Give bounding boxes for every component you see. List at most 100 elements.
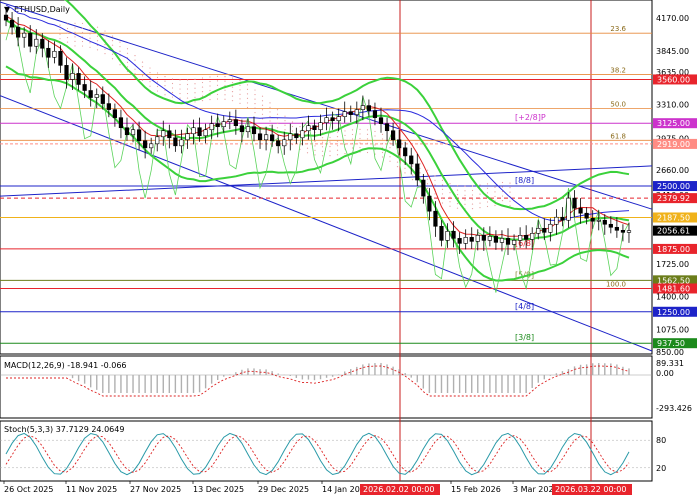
- cloud-dot: [186, 88, 189, 90]
- band-lower: [5, 65, 630, 282]
- level-tag-bg: [653, 306, 697, 317]
- cloud-dot: [329, 136, 331, 139]
- candle-body: [276, 140, 281, 147]
- cloud-dot: [239, 102, 241, 105]
- cloud-dot: [156, 81, 159, 83]
- cloud-dot: [231, 81, 234, 84]
- cloud-dot: [119, 41, 121, 43]
- level-tag-bg: [653, 181, 697, 192]
- cloud-dot: [96, 35, 99, 37]
- cloud-dot: [96, 49, 99, 51]
- cloud-dot: [194, 87, 196, 89]
- cloud-dot: [66, 23, 69, 25]
- cloud-dot: [149, 81, 151, 83]
- cloud-dot: [411, 179, 414, 181]
- candle-body: [548, 223, 553, 233]
- cloud-dot: [59, 29, 61, 31]
- cloud-dot: [134, 68, 136, 70]
- cloud-dot: [111, 35, 114, 37]
- candle-body: [445, 231, 450, 241]
- cloud-dot: [126, 48, 129, 50]
- candle-body: [124, 127, 130, 136]
- candle-body: [227, 119, 232, 122]
- cloud-dot: [351, 147, 354, 149]
- level-tag-bg: [653, 193, 697, 204]
- cloud-dot: [314, 154, 316, 156]
- cloud-dot: [261, 95, 264, 97]
- cloud-dot: [209, 76, 211, 78]
- candle-body: [149, 143, 154, 149]
- cloud-dot: [441, 188, 444, 191]
- candle-body: [391, 130, 396, 141]
- candle-body: [46, 47, 51, 58]
- cloud-dot: [104, 48, 106, 50]
- cloud-dot: [359, 146, 361, 149]
- cloud-dot: [381, 151, 384, 154]
- cloud-dot: [329, 145, 331, 148]
- fibo-label: 38.2: [610, 66, 626, 74]
- cloud-dot: [449, 183, 451, 185]
- candle-body: [342, 111, 347, 117]
- cloud-dot: [441, 197, 444, 200]
- cloud-dot: [171, 82, 174, 85]
- cloud-dot: [321, 141, 324, 143]
- cloud-dot: [246, 84, 249, 86]
- cloud-dot: [239, 84, 241, 86]
- cloud-dot: [126, 66, 129, 68]
- time-label: 3 Mar 2026: [513, 485, 559, 494]
- cloud-dot: [74, 45, 76, 47]
- price-tick: 3310.00: [656, 101, 689, 110]
- candle-body: [578, 207, 583, 214]
- cloud-dot: [509, 191, 511, 193]
- cloud-dot: [201, 95, 204, 97]
- level-tag: 1875.00: [657, 245, 690, 254]
- cloud-dot: [261, 113, 264, 115]
- cloud-dot: [246, 88, 249, 90]
- cloud-dot: [239, 93, 241, 95]
- candle-body: [451, 231, 456, 239]
- macd-bars: 89.3310.00 -293.426: [0, 359, 692, 413]
- cloud-dot: [141, 66, 144, 68]
- candle-body: [524, 235, 529, 240]
- cloud-dot: [389, 147, 391, 149]
- cloud-dot: [374, 144, 376, 146]
- cloud-dot: [486, 201, 489, 203]
- candle-body: [620, 230, 626, 233]
- cloud-dot: [389, 160, 391, 162]
- candle-body: [372, 110, 378, 118]
- cloud-dot: [156, 90, 159, 92]
- murrey-label: [8/8]: [515, 176, 534, 185]
- cloud-dot: [306, 143, 309, 145]
- candle-body: [499, 238, 505, 243]
- cloud-dot: [411, 174, 414, 176]
- time-label: 27 Nov 2025: [130, 485, 181, 494]
- candle-body: [360, 105, 365, 110]
- cloud-dot: [321, 155, 324, 157]
- cloud-dot: [306, 152, 309, 154]
- cloud-dot: [246, 102, 249, 104]
- candle-body: [560, 216, 565, 221]
- candle-body: [518, 235, 523, 241]
- cloud-dot: [366, 142, 369, 145]
- price-tick: 2660.00: [656, 166, 689, 175]
- price-tick: 1400.00: [656, 293, 689, 302]
- stoch-panel: [0, 420, 653, 482]
- candle-body: [28, 32, 33, 47]
- cloud-dot: [126, 61, 129, 63]
- cloud-dot: [471, 198, 474, 201]
- cloud-dot: [336, 149, 339, 151]
- cloud-dot: [171, 78, 174, 80]
- cloud-dot: [254, 103, 256, 105]
- cloud-dot: [194, 101, 196, 103]
- cloud-dot: [366, 151, 369, 154]
- cloud-dot: [194, 92, 196, 94]
- cloud-dot: [269, 106, 271, 109]
- cloud-dot: [201, 81, 204, 84]
- cloud-dot: [276, 109, 279, 111]
- cloud-dot: [396, 166, 399, 168]
- candle-body: [511, 240, 517, 245]
- candle-body: [64, 65, 69, 80]
- cloud-dot: [179, 79, 181, 81]
- cloud-dot: [81, 27, 84, 29]
- cloud-dot: [426, 183, 429, 185]
